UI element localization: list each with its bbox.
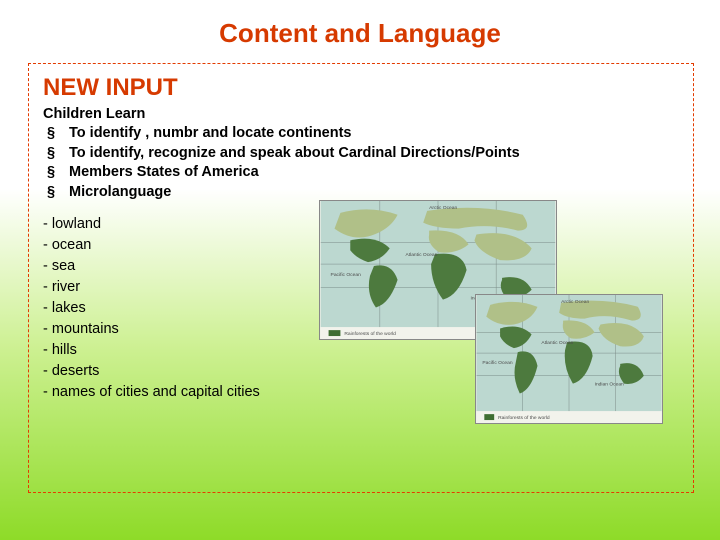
dash-item: lakes xyxy=(52,300,86,316)
subheading: Children Learn xyxy=(43,106,679,122)
dash-item: lowland xyxy=(52,216,101,232)
dash-item: hills xyxy=(52,342,77,358)
map-footer-label: Rainforests of the world xyxy=(498,415,550,421)
list-item: Members States of America xyxy=(43,163,679,183)
map-label-indian: Indian Ocean xyxy=(595,382,624,388)
bullet-list: To identify , numbr and locate continent… xyxy=(43,124,679,202)
dash-item: sea xyxy=(52,258,75,274)
list-item: To identify, recognize and speak about C… xyxy=(43,144,679,164)
dash-item: river xyxy=(52,279,80,295)
dash-item: deserts xyxy=(52,363,100,379)
map-label-atlantic: Atlantic Ocean xyxy=(405,252,437,258)
dash-item: mountains xyxy=(52,321,119,337)
dash-item: names of cities and capital cities xyxy=(52,384,260,400)
dash-item: ocean xyxy=(52,237,92,253)
list-item: To identify , numbr and locate continent… xyxy=(43,124,679,144)
map-label-arctic: Arctic Ocean xyxy=(561,299,589,305)
world-map-image-small: Arctic Ocean Atlantic Ocean Pacific Ocea… xyxy=(475,294,663,424)
map-label-atlantic: Atlantic Ocean xyxy=(541,340,573,346)
map-label-arctic: Arctic Ocean xyxy=(429,205,457,211)
map-label-pacific: Pacific Ocean xyxy=(331,272,362,278)
map-label-pacific: Pacific Ocean xyxy=(482,360,513,366)
content-box: NEW INPUT Children Learn To identify , n… xyxy=(28,63,694,493)
map-footer-label: Rainforests of the world xyxy=(344,331,396,337)
section-heading: NEW INPUT xyxy=(43,74,679,102)
world-map-svg-small: Arctic Ocean Atlantic Ocean Pacific Ocea… xyxy=(476,295,662,423)
slide-title: Content and Language xyxy=(0,0,720,63)
